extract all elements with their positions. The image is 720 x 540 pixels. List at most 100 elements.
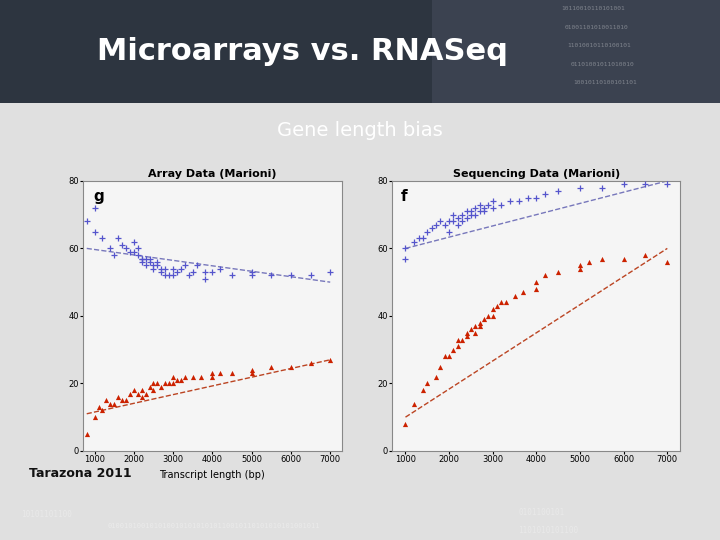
Point: [199, 274, 210, 283]
Point: [539, 271, 551, 280]
Point: [596, 183, 608, 192]
Point: [163, 379, 175, 388]
Point: [518, 288, 529, 296]
Point: [163, 271, 175, 280]
Point: [439, 220, 451, 229]
Point: [552, 268, 564, 276]
Point: [140, 261, 151, 269]
Point: [89, 413, 100, 421]
Point: [435, 217, 446, 226]
Point: [575, 183, 586, 192]
Point: [109, 399, 120, 408]
Point: [136, 386, 148, 394]
Point: [112, 234, 124, 242]
Point: [104, 399, 116, 408]
Point: [618, 254, 629, 263]
Point: [465, 207, 477, 215]
Text: Tarazona 2011: Tarazona 2011: [29, 467, 132, 480]
Text: 01101001011010010: 01101001011010010: [570, 62, 634, 66]
Point: [266, 362, 277, 371]
Text: 10101101100: 10101101100: [22, 510, 73, 519]
Point: [187, 268, 199, 276]
Point: [179, 373, 191, 381]
Point: [120, 244, 132, 253]
Point: [128, 386, 140, 394]
Point: [640, 251, 652, 259]
Point: [199, 268, 210, 276]
Point: [509, 291, 521, 300]
Point: [89, 227, 100, 236]
Point: [128, 247, 140, 256]
Point: [465, 210, 477, 219]
Point: [195, 373, 207, 381]
Point: [183, 271, 194, 280]
Text: 1101010101100: 1101010101100: [518, 526, 579, 535]
Point: [96, 234, 108, 242]
Point: [160, 379, 171, 388]
Point: [226, 369, 238, 377]
Point: [452, 220, 464, 229]
Point: [132, 389, 143, 398]
Bar: [432, 0, 720, 103]
Point: [461, 328, 472, 337]
Point: [207, 268, 218, 276]
Point: [417, 386, 428, 394]
Point: [474, 207, 485, 215]
Point: [325, 355, 336, 364]
Point: [505, 197, 516, 205]
Point: [117, 396, 128, 404]
Point: [461, 207, 472, 215]
Point: [444, 227, 455, 236]
Point: [496, 298, 508, 307]
Point: [448, 217, 459, 226]
Point: [465, 325, 477, 334]
Point: [539, 190, 551, 199]
Point: [152, 261, 163, 269]
Point: [583, 258, 595, 266]
Title: Sequencing Data (Marioni): Sequencing Data (Marioni): [453, 168, 620, 179]
Point: [522, 193, 534, 202]
Point: [444, 217, 455, 226]
Text: g: g: [93, 189, 104, 204]
Point: [448, 346, 459, 354]
Point: [461, 332, 472, 340]
Point: [496, 200, 508, 209]
Point: [207, 369, 218, 377]
Point: [160, 264, 171, 273]
Point: [469, 328, 481, 337]
Point: [167, 264, 179, 273]
Point: [144, 254, 156, 263]
Point: [226, 271, 238, 280]
Point: [124, 389, 135, 398]
Point: [156, 264, 167, 273]
Point: [431, 220, 442, 229]
Point: [285, 362, 297, 371]
Point: [132, 251, 143, 259]
Text: 10010110100101101: 10010110100101101: [573, 80, 637, 85]
Point: [461, 214, 472, 222]
Point: [421, 227, 433, 236]
Point: [179, 261, 191, 269]
Point: [156, 382, 167, 391]
Point: [482, 200, 494, 209]
Point: [109, 251, 120, 259]
Point: [408, 399, 420, 408]
Point: [531, 278, 542, 286]
Point: [148, 261, 159, 269]
Point: [469, 204, 481, 212]
Point: [575, 261, 586, 269]
Point: [487, 305, 498, 313]
Point: [478, 207, 490, 215]
Point: [662, 173, 673, 182]
Point: [413, 234, 424, 242]
Point: [148, 386, 159, 394]
Point: [81, 217, 92, 226]
Point: [246, 271, 258, 280]
Point: [400, 244, 411, 253]
Point: [246, 268, 258, 276]
Point: [596, 254, 608, 263]
Point: [215, 264, 226, 273]
Point: [482, 312, 494, 320]
Point: [167, 373, 179, 381]
Point: [444, 352, 455, 361]
